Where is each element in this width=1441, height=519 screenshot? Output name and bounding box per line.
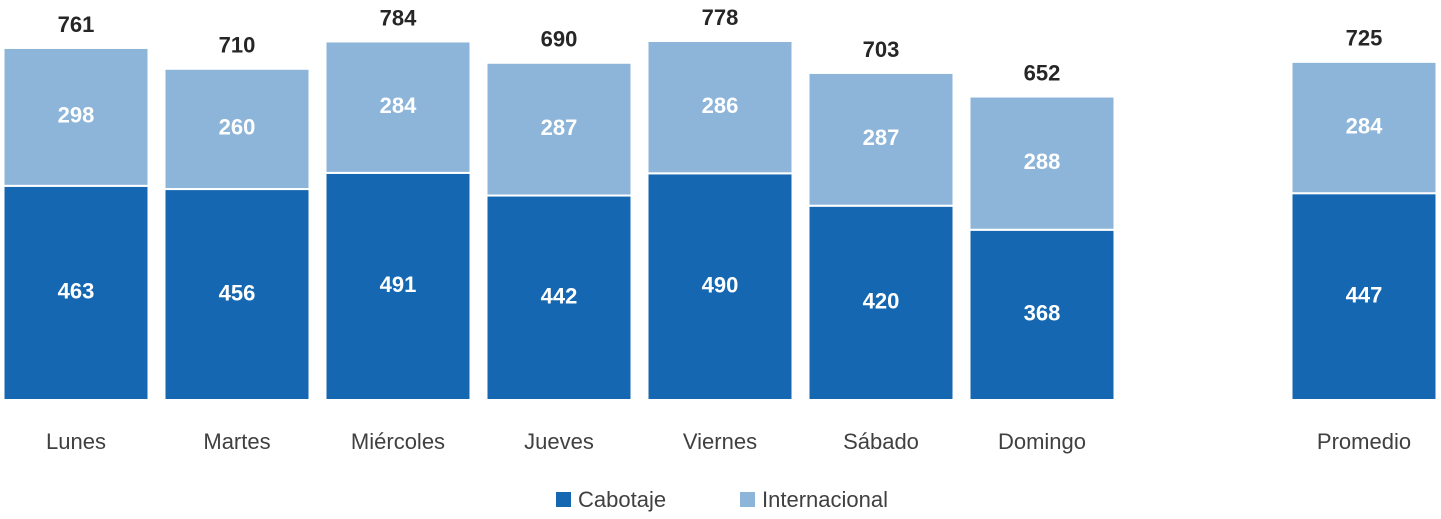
x-tick-label: Miércoles — [351, 429, 445, 454]
data-label: 260 — [219, 115, 256, 140]
total-label: 703 — [863, 37, 900, 62]
bar-segment — [968, 228, 1116, 401]
total-label: 784 — [380, 5, 417, 30]
data-label: 491 — [380, 272, 417, 297]
data-label: 463 — [58, 279, 95, 304]
data-label: 420 — [863, 289, 900, 314]
data-label: 284 — [380, 93, 417, 118]
legend-label: Internacional — [762, 487, 888, 512]
data-label: 284 — [1346, 113, 1383, 138]
bar-segment — [163, 67, 311, 191]
total-label: 690 — [541, 27, 578, 52]
data-label: 298 — [58, 103, 95, 128]
bar-segment — [807, 71, 955, 207]
data-label: 456 — [219, 280, 256, 305]
total-label: 725 — [1346, 26, 1383, 51]
bar-segment — [485, 194, 633, 401]
bar-segment — [646, 40, 794, 175]
data-label: 287 — [863, 125, 900, 150]
bar-segment — [2, 46, 150, 187]
legend-swatch — [740, 492, 755, 507]
bar-segment — [2, 184, 150, 401]
total-label: 778 — [702, 5, 739, 30]
bar-segment — [485, 61, 633, 197]
bar-segment — [646, 172, 794, 401]
x-tick-label: Sábado — [843, 429, 919, 454]
total-label: 761 — [58, 12, 95, 37]
legend-swatch — [556, 492, 571, 507]
data-label: 286 — [702, 93, 739, 118]
data-label: 442 — [541, 284, 578, 309]
bar-segment — [324, 171, 472, 401]
data-label: 288 — [1024, 149, 1061, 174]
bar-segment — [1290, 192, 1438, 401]
total-label: 652 — [1024, 60, 1061, 85]
legend-label: Cabotaje — [578, 487, 666, 512]
data-label: 447 — [1346, 282, 1383, 307]
data-label: 490 — [702, 272, 739, 297]
data-label: 287 — [541, 115, 578, 140]
x-tick-label: Lunes — [46, 429, 106, 454]
x-tick-label: Viernes — [683, 429, 757, 454]
data-label: 368 — [1024, 301, 1061, 326]
total-label: 710 — [219, 33, 256, 58]
x-tick-label: Domingo — [998, 429, 1086, 454]
bar-segment — [1290, 60, 1438, 195]
bar-segment — [324, 40, 472, 174]
x-tick-label: Jueves — [524, 429, 594, 454]
bar-segment — [807, 204, 955, 401]
bar-segment — [968, 95, 1116, 231]
x-tick-label: Martes — [203, 429, 270, 454]
x-tick-label: Promedio — [1317, 429, 1411, 454]
